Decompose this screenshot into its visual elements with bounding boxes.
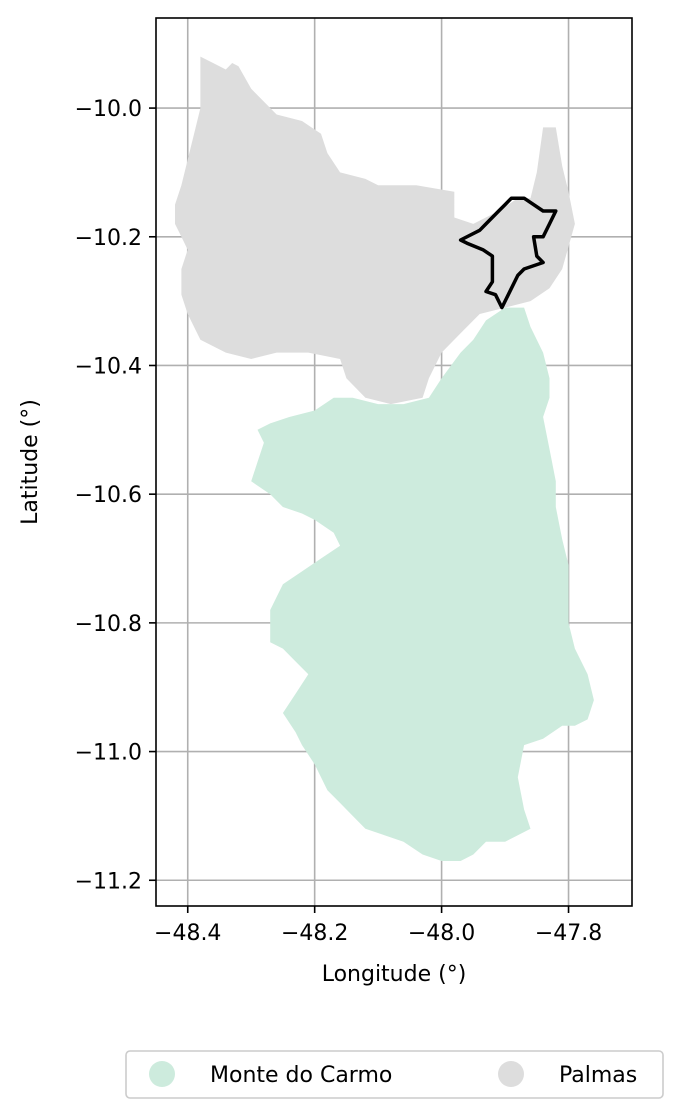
x-tick-label: −48.4 <box>154 921 221 946</box>
highlight-layer <box>458 196 558 310</box>
ticks: −48.4 −48.2 −48.0 −47.8 −10.0 −10.2 −10.4 −10.6… <box>75 97 603 946</box>
regions <box>175 56 594 862</box>
x-tick-label: −48.2 <box>281 921 348 946</box>
legend-frame <box>125 1050 664 1099</box>
y-tick-label: −10.0 <box>75 97 142 122</box>
highlight-outline <box>458 196 558 310</box>
region-monte-do-carmo <box>251 307 594 862</box>
y-tick-label: −11.0 <box>75 741 142 766</box>
y-tick-label: −10.4 <box>75 354 142 379</box>
y-tick-label: −11.2 <box>75 869 142 894</box>
region-palmas <box>175 56 575 405</box>
legend-marker-palmas <box>498 1061 524 1087</box>
x-tick-label: −48.0 <box>408 921 475 946</box>
legend-label-palmas: Palmas <box>559 1063 637 1088</box>
y-tick-label: −10.6 <box>75 483 142 508</box>
x-tick-label: −47.8 <box>535 921 602 946</box>
y-tick-label: −10.8 <box>75 612 142 637</box>
y-axis-label: Latitude (°) <box>18 399 43 525</box>
legend: Monte do Carmo Palmas <box>125 1050 664 1099</box>
legend-label-monte-do-carmo: Monte do Carmo <box>210 1063 392 1088</box>
plot-frame <box>155 17 633 907</box>
y-tick-label: −10.2 <box>75 226 142 251</box>
x-axis-label: Longitude (°) <box>322 962 467 987</box>
legend-marker-monte-do-carmo <box>149 1061 175 1087</box>
